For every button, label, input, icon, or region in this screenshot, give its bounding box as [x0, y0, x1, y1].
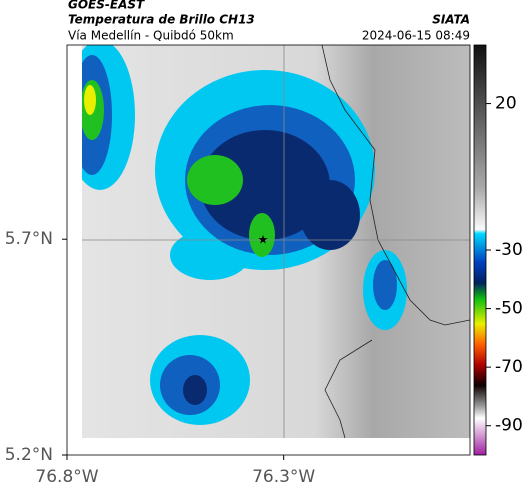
title: GOES-EAST [68, 0, 145, 12]
colorbar-tick-label: -70 [495, 357, 523, 377]
colorbar-tick-label: -30 [495, 240, 523, 260]
datetime: 2024-06-15 08:49 [362, 29, 470, 43]
satellite-image: ★ [82, 45, 470, 438]
source: SIATA [432, 13, 470, 27]
colorbar-tick-label: 20 [495, 94, 517, 114]
x-tick-label: 76.8°W [35, 467, 98, 487]
ticks: 76.8°W 76.3°W 5.2°N 5.7°N 20 -30 -50 -70 -90 [5, 94, 523, 487]
map-frame [66, 44, 471, 456]
svg-text:★: ★ [258, 233, 269, 247]
product: Temperatura de Brillo CH13 [68, 13, 255, 27]
colorbar [473, 44, 487, 456]
colorbar-tick-label: -50 [495, 299, 523, 319]
colorbar-tick-label: -90 [495, 416, 523, 436]
y-tick-label: 5.2°N [5, 445, 53, 465]
y-tick-label: 5.7°N [5, 229, 53, 249]
place: Vía Medellín - Quibdó 50km [68, 29, 234, 43]
x-tick-label: 76.3°W [252, 467, 315, 487]
